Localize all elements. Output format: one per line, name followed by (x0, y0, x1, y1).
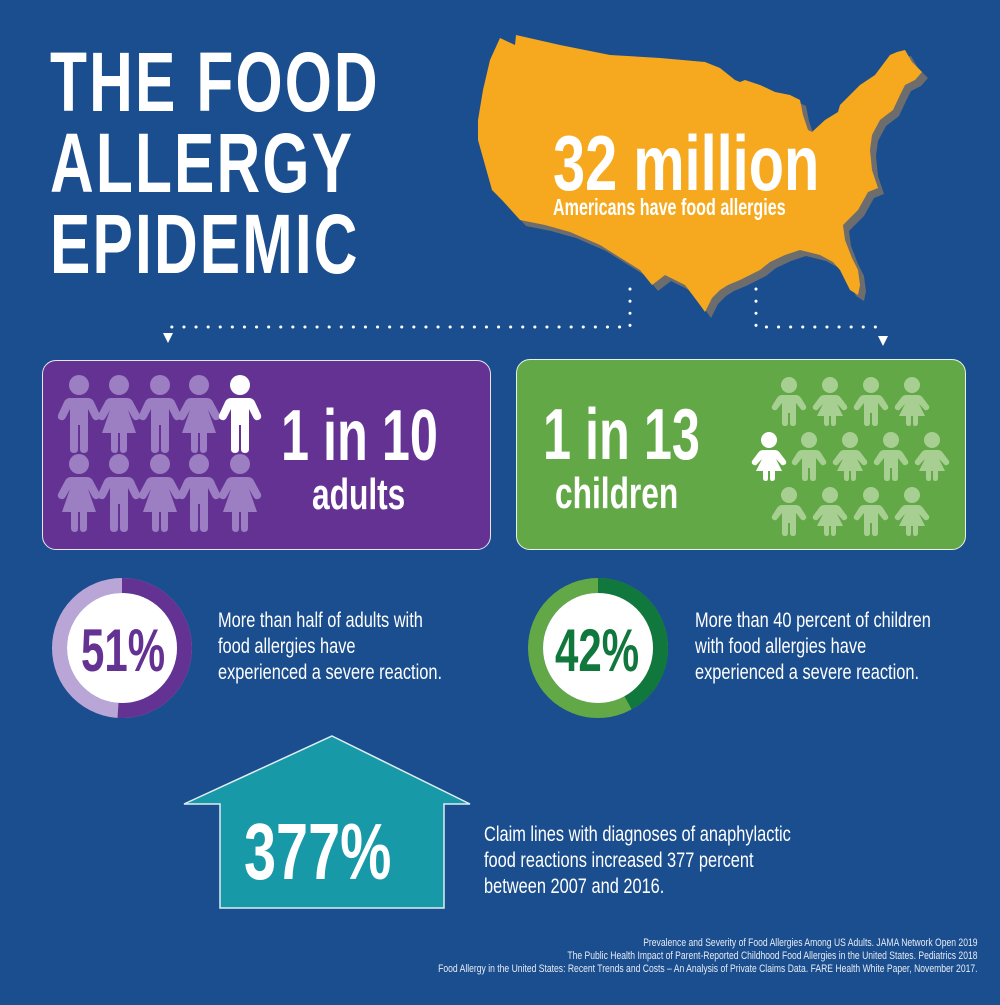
arrow-down-icon-children (878, 336, 888, 346)
connector-to-children (754, 287, 885, 329)
increase-description-line: food reactions increased 377 percent (484, 849, 754, 872)
adults-ratio: 1 in 10 (281, 396, 438, 476)
arrow-down-icon-adults (163, 333, 173, 343)
title-line-2: ALLERGY (50, 116, 355, 210)
children-ratio: 1 in 13 (543, 395, 700, 475)
children-description-line: with food allergies have (695, 635, 867, 658)
source-citation: Prevalence and Severity of Food Allergie… (643, 937, 978, 949)
increase-description-line: between 2007 and 2016. (484, 875, 665, 898)
adults-description: More than half of adults with food aller… (218, 608, 442, 686)
sources: Prevalence and Severity of Food Allergie… (286, 937, 978, 976)
children-label: children (555, 469, 679, 518)
map-headline: 32 million (553, 119, 820, 207)
donut-charts (52, 578, 668, 718)
increase-description: Claim lines with diagnoses of anaphylact… (484, 822, 791, 900)
connector-to-adults (166, 287, 632, 329)
children-description-line: experienced a severe reaction. (695, 661, 919, 684)
adults-percent: 51% (81, 617, 166, 684)
source-citation: Food Allergy in the United States: Recen… (438, 963, 978, 975)
increase-description-line: Claim lines with diagnoses of anaphylact… (484, 823, 791, 846)
children-description-line: More than 40 percent of children (695, 609, 931, 632)
usa-map-icon (163, 35, 928, 346)
adults-description-line: More than half of adults with (218, 609, 423, 632)
increase-value: 377% (244, 807, 392, 896)
title-line-1: THE FOOD (50, 35, 380, 129)
adults-description-line: food allergies have (218, 635, 356, 658)
adults-description-line: experienced a severe reaction. (218, 661, 442, 684)
adults-label: adults (312, 470, 406, 519)
map-subline: Americans have food allergies (553, 194, 786, 220)
children-donut-chart (528, 578, 668, 718)
map-shape (478, 35, 922, 312)
source-citation: The Public Health Impact of Parent-Repor… (567, 950, 978, 962)
children-percent: 42% (555, 617, 640, 684)
children-description: More than 40 percent of children with fo… (695, 608, 931, 686)
adults-donut-chart (52, 578, 192, 718)
title-line-3: EPIDEMIC (50, 197, 360, 291)
